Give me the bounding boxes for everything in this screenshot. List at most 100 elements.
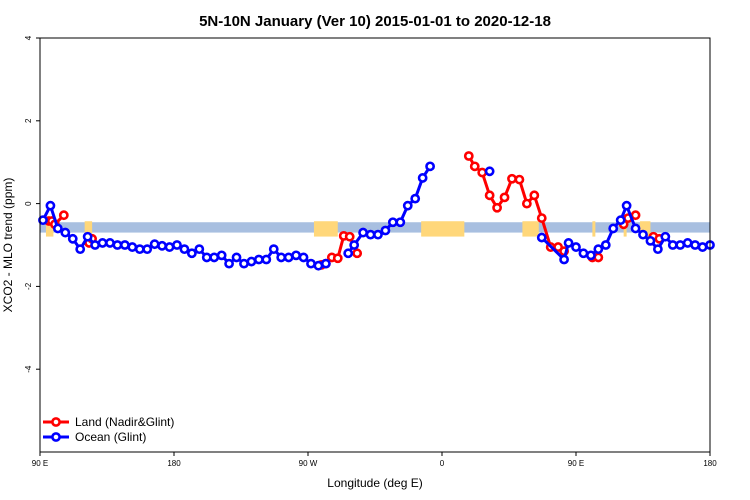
series-1-point xyxy=(67,233,78,244)
series-1-point xyxy=(365,229,376,240)
series-0-point xyxy=(521,198,532,209)
reference-band xyxy=(40,221,710,237)
legend-label-1: Ocean (Glint) xyxy=(75,430,146,444)
y-tick-label: -2 xyxy=(24,282,33,290)
series-1-point xyxy=(410,193,421,204)
y-tick-label: 4 xyxy=(24,35,33,40)
series-1-point xyxy=(373,229,383,240)
series-1-point xyxy=(615,215,626,226)
series-1-point xyxy=(112,240,123,250)
series-1-point xyxy=(343,248,354,259)
series-1-point xyxy=(358,227,368,238)
series-1-point xyxy=(239,258,249,269)
band-land-0 xyxy=(45,221,54,237)
series-1-point xyxy=(60,227,71,238)
series-1-point xyxy=(172,240,182,250)
series-1-point xyxy=(697,242,708,252)
legend-marker-1 xyxy=(51,432,61,442)
y-tick-label: -4 xyxy=(24,365,33,373)
series-0-point xyxy=(484,190,495,201)
series-1-point xyxy=(645,235,656,246)
series-1-point xyxy=(380,225,391,236)
series-0-point xyxy=(499,192,510,203)
series-0-point xyxy=(477,167,488,178)
band-land-7 xyxy=(640,221,651,237)
series-1-point xyxy=(216,250,227,261)
series-1-point xyxy=(97,238,108,248)
x-tick-label: 180 xyxy=(167,459,181,468)
series-1-point xyxy=(45,200,56,211)
series-1-point xyxy=(298,252,309,263)
series-layer xyxy=(38,151,715,271)
series-1-point xyxy=(638,229,648,240)
series-1-point xyxy=(675,240,686,250)
series-1-point xyxy=(402,200,413,211)
series-0-point xyxy=(352,248,363,259)
series-0-point xyxy=(630,210,641,221)
y-tick-label: 2 xyxy=(24,118,33,123)
series-1-point xyxy=(149,239,160,250)
axes: 90 E 180 90 W 0 90 E 180 -4 -2 0 2 4 xyxy=(24,35,717,468)
series-1-point xyxy=(571,242,581,252)
series-1-point xyxy=(127,242,138,252)
series-1-point xyxy=(660,231,671,242)
series-0-point xyxy=(514,174,525,185)
series-0-point xyxy=(593,252,604,263)
series-1-point xyxy=(38,215,48,226)
series-1-point xyxy=(630,223,641,234)
y-tick-label: 0 xyxy=(24,201,33,206)
series-1-point xyxy=(484,166,495,177)
x-tick-label: 90 W xyxy=(299,459,318,468)
series-1-point xyxy=(682,238,693,248)
series-1-line-1 xyxy=(346,165,432,255)
series-1-point xyxy=(283,252,294,263)
legend-label-0: Land (Nadir&Glint) xyxy=(75,415,174,429)
series-1-point xyxy=(578,248,589,259)
series-1-point xyxy=(105,238,115,248)
x-tick-label: 90 E xyxy=(568,459,584,468)
series-1-point xyxy=(667,240,678,250)
series-1-point xyxy=(652,244,663,255)
series-1-point xyxy=(194,244,205,255)
series-1-point xyxy=(621,200,632,211)
band-ocean xyxy=(40,222,710,233)
series-1-point xyxy=(52,223,63,234)
series-1-point xyxy=(306,258,316,269)
series-0-point xyxy=(332,253,343,264)
series-1-point xyxy=(75,244,86,255)
series-0-point xyxy=(536,213,547,223)
band-land-1 xyxy=(84,221,93,237)
series-1-point xyxy=(395,217,406,228)
series-1-point xyxy=(563,238,574,248)
series-1-point xyxy=(559,254,569,265)
series-1-point xyxy=(201,252,212,263)
series-1-point xyxy=(231,252,242,263)
x-tick-label: 0 xyxy=(440,459,445,468)
series-1-point xyxy=(164,242,175,252)
series-1-point xyxy=(593,244,604,255)
series-1-point xyxy=(320,258,331,269)
series-0-point xyxy=(58,210,69,221)
series-1-point xyxy=(186,248,197,259)
series-1 xyxy=(38,161,715,271)
series-1-point xyxy=(224,258,234,269)
series-0-point xyxy=(469,161,480,172)
x-tick-label: 180 xyxy=(703,459,717,468)
x-axis-label: Longitude (deg E) xyxy=(327,476,422,490)
series-0-point xyxy=(507,173,517,184)
series-1-point xyxy=(268,244,279,255)
series-1-point xyxy=(261,254,272,265)
series-1-point xyxy=(246,256,257,267)
series-1-point xyxy=(291,250,301,261)
series-1-point xyxy=(536,232,547,243)
series-1-point xyxy=(276,252,287,263)
series-1-point xyxy=(313,260,324,271)
band-land-4 xyxy=(522,221,539,237)
series-1-point xyxy=(387,217,398,228)
series-1-point xyxy=(134,244,145,255)
series-1-point xyxy=(142,244,153,255)
plot-frame xyxy=(39,37,711,453)
legend-marker-0 xyxy=(51,417,61,427)
series-1-point xyxy=(349,240,360,250)
